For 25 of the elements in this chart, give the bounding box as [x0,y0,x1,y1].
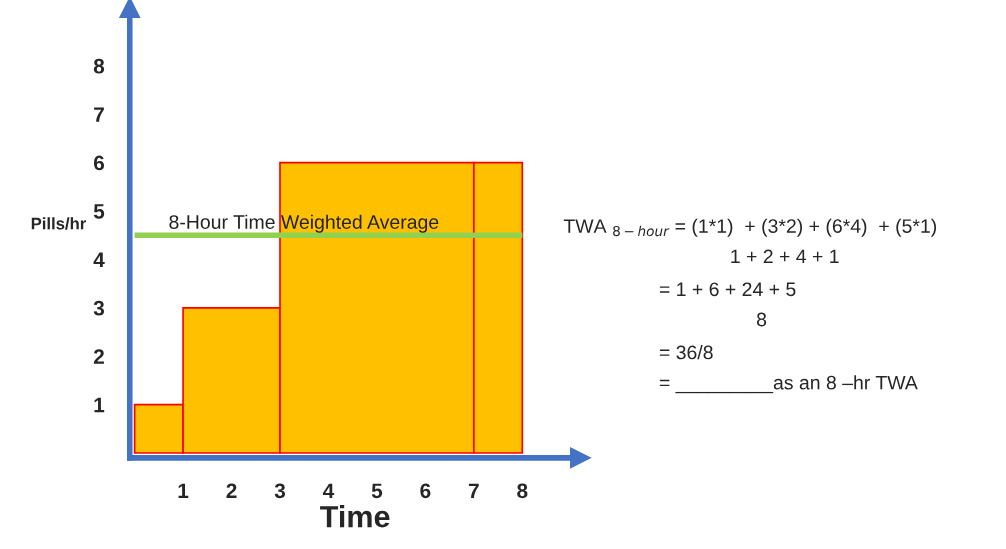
y-tick-label: 7 [94,107,104,122]
ref-line-label: 8-Hour Time Weighted Average [169,214,439,233]
x-tick-label: 8 [517,483,528,499]
annotation: TWA $_{8−hour}$ = (1*1) + (3*2) + (6*4) + (5*1) [563,218,937,237]
y-tick-label: 6 [93,155,105,171]
text: 1 + 2 + 4 + 1 [731,249,839,264]
x-tick-label: 7 [468,483,479,498]
text: = 1 + 6 + 24 + 5 [659,282,796,297]
y-tick-label: 2 [93,349,104,364]
text: = 36/8 [659,345,713,360]
text: = _________as an 8 –hr TWA [659,375,918,394]
x-tick-label: 3 [274,483,286,499]
x-tick-label: 5 [371,483,383,499]
y-tick-label: 8 [93,58,105,74]
x-tick-label: 2 [226,483,237,498]
y-tick-label: 1 [94,397,105,413]
x-tick-label: 1 [178,483,189,498]
y-tick-label: 3 [93,300,105,316]
x-tick-label: 4 [322,483,335,498]
y-axis-title: Pills/hr [31,217,86,230]
x-axis-title: Time [320,505,390,528]
y-tick-label: 4 [93,252,105,267]
x-tick-label: 6 [420,483,431,499]
text: 8 [756,312,767,327]
y-tick-label: 5 [93,204,105,219]
